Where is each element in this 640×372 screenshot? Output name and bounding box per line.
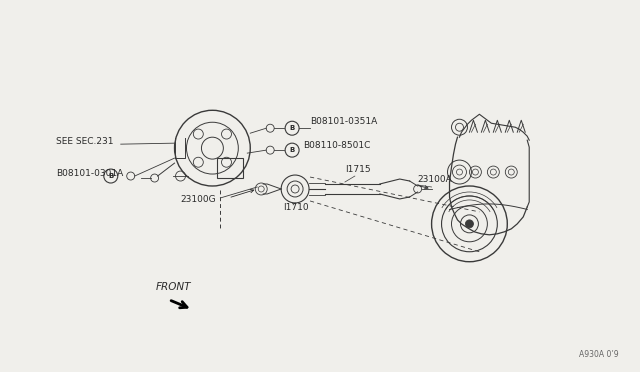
Text: 23100G: 23100G <box>180 195 216 204</box>
Text: I1715: I1715 <box>345 165 371 174</box>
Text: 23100A: 23100A <box>418 175 452 184</box>
Text: I1710: I1710 <box>283 203 308 212</box>
Text: FRONT: FRONT <box>156 282 191 292</box>
Text: B08101-0301A: B08101-0301A <box>56 169 124 178</box>
Text: B: B <box>108 173 113 179</box>
Text: SEE SEC.231: SEE SEC.231 <box>56 137 113 146</box>
Circle shape <box>465 220 474 228</box>
Text: B: B <box>289 147 295 153</box>
Text: B08110-8501C: B08110-8501C <box>303 141 371 150</box>
Text: A930A 0’9: A930A 0’9 <box>579 350 619 359</box>
Text: B: B <box>289 125 295 131</box>
Text: B08101-0351A: B08101-0351A <box>310 117 378 126</box>
